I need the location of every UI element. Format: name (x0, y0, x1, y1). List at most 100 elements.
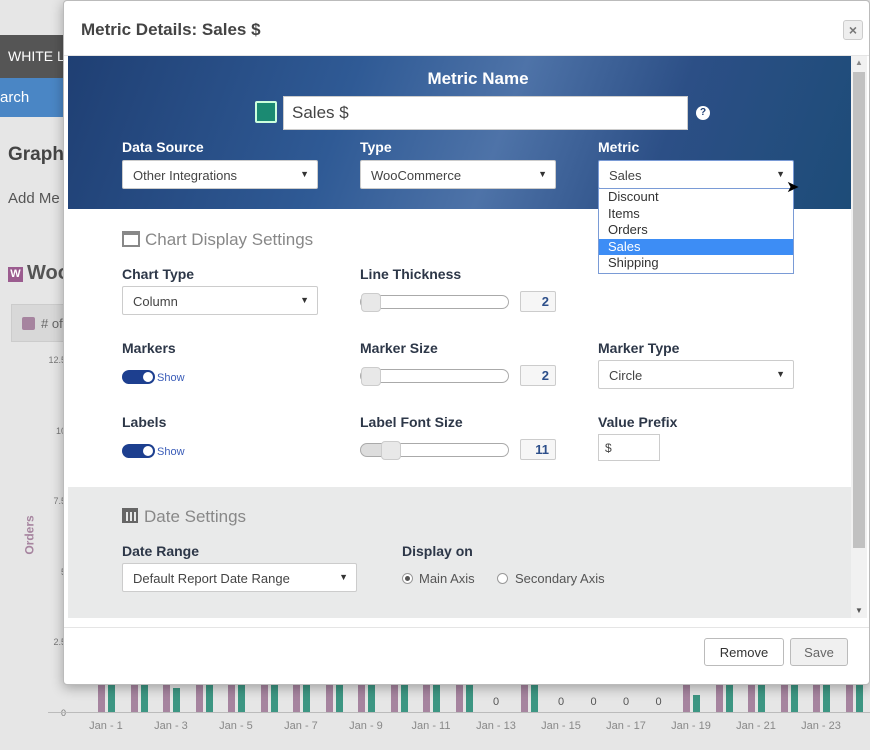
orders-bar[interactable] (130, 685, 138, 712)
modal-scrollbar[interactable]: ▲ ▼ (851, 56, 867, 618)
sales-bar[interactable] (465, 685, 473, 712)
remove-button[interactable]: Remove (704, 638, 784, 666)
orders-bar[interactable] (260, 685, 268, 712)
sales-bar[interactable] (335, 685, 343, 712)
metric-option[interactable]: Discount (608, 189, 659, 204)
sales-bar[interactable] (108, 685, 115, 712)
chart-type-select[interactable]: Column (122, 286, 318, 315)
sales-bar[interactable] (238, 685, 245, 712)
metric-option[interactable]: Sales (599, 238, 793, 255)
orders-bar[interactable] (715, 685, 723, 712)
orders-bar[interactable] (520, 685, 528, 712)
orders-bar[interactable] (845, 685, 853, 712)
metric-label: Metric (598, 139, 640, 155)
marker-type-select[interactable]: Circle (598, 360, 794, 389)
x-tick-label: Jan - 19 (671, 720, 711, 732)
scrollbar-thumb[interactable] (853, 72, 865, 548)
sales-bar[interactable] (400, 685, 408, 712)
legend-label: # of (41, 316, 63, 331)
orders-bar[interactable] (195, 685, 203, 712)
sales-bar[interactable] (303, 685, 310, 712)
x-tick-label: Jan - 5 (219, 720, 253, 732)
add-metric-link[interactable]: Add Me (8, 190, 60, 207)
sales-bar[interactable] (205, 685, 213, 712)
orders-bar[interactable] (423, 685, 430, 712)
slider-handle[interactable] (361, 293, 381, 312)
metric-color-picker[interactable] (255, 101, 277, 123)
section-title: Date Settings (144, 507, 247, 526)
label-font-size-slider[interactable] (360, 441, 509, 460)
sales-bar[interactable] (725, 685, 733, 712)
sales-bar[interactable] (270, 685, 278, 712)
sales-bar[interactable] (368, 685, 375, 712)
orders-bar[interactable] (683, 685, 690, 712)
y-tick-label: 2.5 (53, 637, 66, 647)
sales-bar[interactable] (758, 685, 765, 712)
orders-bar[interactable] (780, 685, 788, 712)
orders-bar[interactable] (390, 685, 398, 712)
scroll-up-icon[interactable]: ▲ (855, 58, 863, 67)
orders-bar[interactable] (748, 685, 755, 712)
orders-bar[interactable] (358, 685, 365, 712)
search-label[interactable]: arch (0, 89, 30, 106)
value-prefix-label: Value Prefix (598, 414, 678, 430)
label-font-size-value[interactable]: 11 (520, 439, 556, 460)
line-thickness-value[interactable]: 2 (520, 291, 556, 312)
metric-banner: Metric Name Sales $ ? Data Source Other … (68, 56, 851, 209)
marker-size-slider[interactable] (360, 367, 509, 386)
orders-bar[interactable] (163, 685, 170, 712)
y-axis-label: Orders (22, 515, 37, 555)
orders-bar[interactable] (325, 685, 333, 712)
help-icon[interactable]: ? (696, 106, 710, 120)
brand-text: WHITE L (8, 48, 65, 64)
page-title: Graphs (8, 144, 75, 165)
type-select[interactable]: WooCommerce (360, 160, 556, 189)
slider-handle[interactable] (381, 441, 401, 460)
labels-toggle[interactable] (122, 444, 155, 458)
x-tick-label: Jan - 7 (284, 720, 318, 732)
data-source-select[interactable]: Other Integrations (122, 160, 318, 189)
marker-size-value[interactable]: 2 (520, 365, 556, 386)
x-tick-label: Jan - 23 (801, 720, 841, 732)
chart-type-label: Chart Type (122, 266, 195, 282)
sales-bar[interactable] (855, 685, 863, 712)
orders-bar[interactable] (455, 685, 463, 712)
date-range-label: Date Range (122, 543, 200, 559)
sales-bar[interactable] (693, 695, 700, 712)
zero-data-label: 0 (590, 696, 597, 708)
line-thickness-slider[interactable] (360, 293, 509, 312)
date-range-select[interactable]: Default Report Date Range (122, 563, 357, 592)
legend-swatch (22, 317, 35, 330)
metric-dropdown-list[interactable]: Discount Items Orders Sales Shipping (598, 188, 794, 274)
x-tick-label: Jan - 15 (541, 720, 581, 732)
metric-name-input[interactable]: Sales $ (283, 96, 688, 130)
save-button[interactable]: Save (790, 638, 848, 666)
metric-option[interactable]: Orders (608, 222, 648, 237)
main-axis-radio[interactable] (402, 573, 413, 584)
sales-bar[interactable] (790, 685, 798, 712)
orders-bar[interactable] (293, 685, 300, 712)
orders-bar[interactable] (228, 685, 235, 712)
metric-option[interactable]: Shipping (608, 255, 659, 270)
close-icon[interactable]: × (843, 20, 863, 40)
secondary-axis-radio[interactable] (497, 573, 508, 584)
sales-bar[interactable] (823, 685, 830, 712)
orders-bar[interactable] (98, 685, 105, 712)
metric-details-modal: Metric Details: Sales $ × Metric Name Sa… (63, 0, 870, 685)
zero-data-label: 0 (557, 696, 565, 708)
slider-handle[interactable] (361, 367, 381, 386)
sales-bar[interactable] (173, 688, 180, 712)
metric-option[interactable]: Items (608, 205, 640, 221)
sales-bar[interactable] (530, 685, 538, 712)
x-tick-label: Jan - 11 (411, 720, 451, 732)
sales-bar[interactable] (433, 685, 440, 712)
markers-toggle[interactable] (122, 370, 155, 384)
value-prefix-input[interactable]: $ (598, 434, 660, 461)
widget-title: W Woo (8, 262, 70, 285)
metric-select[interactable]: Sales (598, 160, 794, 189)
orders-bar[interactable] (813, 685, 820, 712)
secondary-axis-label: Secondary Axis (515, 571, 605, 586)
sales-bar[interactable] (140, 685, 148, 712)
display-on-label: Display on (402, 543, 473, 559)
scroll-down-icon[interactable]: ▼ (855, 606, 863, 615)
